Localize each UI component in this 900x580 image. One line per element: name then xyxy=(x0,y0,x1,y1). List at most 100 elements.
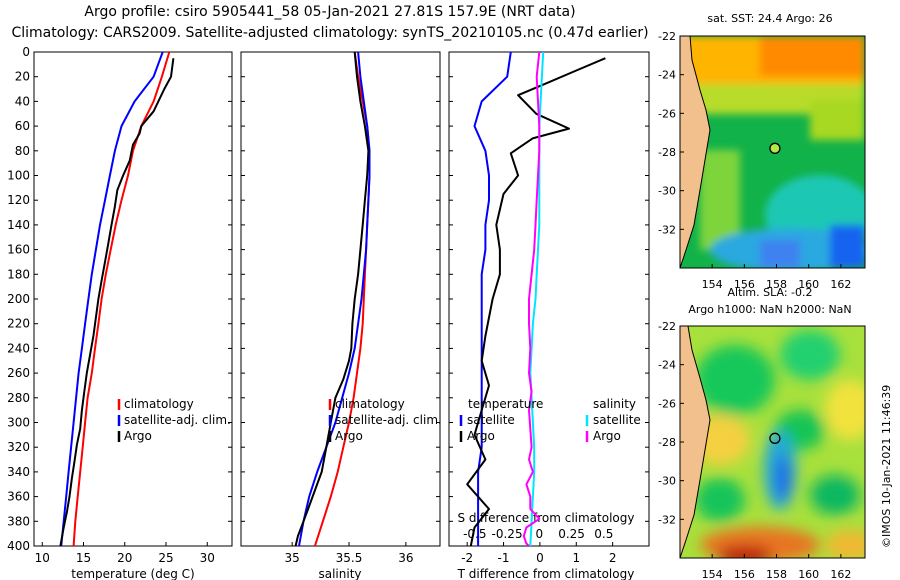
legend-label-satellite: satellite-adj. clim. xyxy=(124,413,231,427)
sla-map xyxy=(680,326,865,558)
legend-label-climatology: climatology xyxy=(335,397,405,411)
map-lat-tick-label: -24 xyxy=(658,69,676,82)
sla-map-subtitle: Argo h1000: NaN h2000: NaN xyxy=(688,303,851,316)
sst-argo-position xyxy=(769,142,781,154)
map-lat-tick-label: -22 xyxy=(658,30,676,43)
depth-tick-label: 180 xyxy=(7,267,30,281)
map-lat-tick-label: -24 xyxy=(658,359,676,372)
legend-label-s-satellite: satellite xyxy=(593,413,641,427)
map-lon-tick-label: 154 xyxy=(702,568,723,580)
salinity-xlabel: salinity xyxy=(318,567,361,580)
map-lat-tick-label: -28 xyxy=(658,146,676,159)
sla-map-title: Altim. SLA: -0.2 xyxy=(727,286,812,299)
map-lat-tick-label: -32 xyxy=(658,513,676,526)
salinity-x-tick-label: 36 xyxy=(398,551,413,565)
temperature-x-tick-label: 25 xyxy=(158,551,173,565)
sla-map-land xyxy=(680,326,711,558)
difference-legend-salinity: salinity satellite Argo xyxy=(585,397,641,443)
temperature-x-tick-label: 15 xyxy=(76,551,91,565)
depth-tick-label: 280 xyxy=(7,391,30,405)
tdiff-x-tick-label: 2 xyxy=(609,551,617,565)
map-lon-tick-label: 158 xyxy=(766,568,787,580)
figure-title-line1: Argo profile: csiro 5905441_58 05-Jan-20… xyxy=(84,4,576,20)
map-lat-tick-label: -26 xyxy=(658,397,676,410)
salinity-panel-frame xyxy=(240,51,441,547)
tdiff-x-tick-label: 1 xyxy=(572,551,580,565)
temperature-panel-frame xyxy=(33,51,233,547)
map-lon-tick-label: 162 xyxy=(830,568,851,580)
depth-tick-label: 100 xyxy=(7,169,30,183)
depth-tick-label: 380 xyxy=(7,514,30,528)
series-line-satellite-adj-clim- xyxy=(60,52,164,546)
depth-tick-label: 300 xyxy=(7,416,30,430)
map-lon-tick-label: 154 xyxy=(702,278,723,291)
series-line-argo xyxy=(294,52,370,546)
salinity-x-tick-label: 35.5 xyxy=(336,551,363,565)
salinity-x-tick-label: 35 xyxy=(285,551,300,565)
sla-map-axes: 154 156 158 160 162 -22 -24 -26 -28 -30 -32 xyxy=(658,320,851,580)
sla-argo-position xyxy=(769,432,781,444)
depth-tick-label: 200 xyxy=(7,292,30,306)
depth-tick-label: 320 xyxy=(7,440,30,454)
temperature-legend: climatology satellite-adj. clim. Argo xyxy=(117,397,231,443)
series-line-temperature-argo xyxy=(466,57,606,546)
depth-tick-label: 340 xyxy=(7,465,30,479)
depth-tick-label: 140 xyxy=(7,218,30,232)
sdiff-x-tick-label: 0 xyxy=(536,527,544,541)
map-lon-tick-label: 156 xyxy=(734,568,755,580)
sst-map xyxy=(680,36,865,268)
temperature-xlabel: temperature (deg C) xyxy=(71,567,194,580)
depth-tick-label: 220 xyxy=(7,317,30,331)
temperature-x-tick-label: 10 xyxy=(35,551,50,565)
legend-label-climatology: climatology xyxy=(124,397,194,411)
map-lat-tick-label: -28 xyxy=(658,436,676,449)
temperature-x-tick-label: 30 xyxy=(200,551,215,565)
sdiff-x-tick-label: 0.25 xyxy=(558,527,585,541)
depth-tick-label: 160 xyxy=(7,243,30,257)
imos-timestamp: ©IMOS 10-Jan-2021 11:46:39 xyxy=(880,384,893,548)
depth-tick-label: 260 xyxy=(7,366,30,380)
legend-label-argo: Argo xyxy=(124,429,152,443)
depth-tick-label: 20 xyxy=(15,70,30,84)
figure-title-line2: Climatology: CARS2009. Satellite-adjuste… xyxy=(11,25,649,41)
legend-title-temperature: temperature xyxy=(468,397,543,411)
tdiff-x-tick-label: -1 xyxy=(498,551,510,565)
depth-axis: 0 20 40 60 80 100 120 140 160 180 200 220 240 260 280 3… xyxy=(7,45,649,553)
map-lat-tick-label: -22 xyxy=(658,320,676,333)
sdiff-x-tick-label: 0.5 xyxy=(594,527,613,541)
depth-tick-label: 60 xyxy=(15,119,30,133)
map-lon-tick-label: 160 xyxy=(798,278,819,291)
depth-tick-label: 120 xyxy=(7,193,30,207)
sdiff-x-tick-label: -0.25 xyxy=(492,527,523,541)
tdiff-x-tick-label: 0 xyxy=(536,551,544,565)
map-lon-tick-label: 156 xyxy=(734,278,755,291)
sst-map-land xyxy=(680,36,711,268)
s-difference-axis-label: S difference from climatology xyxy=(458,511,635,525)
map-lat-tick-label: -32 xyxy=(658,223,676,236)
sst-map-axes: 154 156 158 160 162 -22 -24 -26 -28 -30 -32 xyxy=(658,30,851,291)
series-line-temperature-satellite xyxy=(473,52,512,546)
depth-tick-label: 0 xyxy=(22,45,30,59)
sst-map-title: sat. SST: 24.4 Argo: 26 xyxy=(707,12,832,25)
depth-tick-label: 360 xyxy=(7,490,30,504)
series-line-satellite-adj-clim- xyxy=(298,52,371,546)
map-lat-tick-label: -26 xyxy=(658,107,676,120)
map-lon-tick-label: 158 xyxy=(766,278,787,291)
depth-tick-label: 80 xyxy=(15,144,30,158)
depth-tick-label: 40 xyxy=(15,94,30,108)
x-axes: 10 15 20 25 30 35 35.5 36 -2 -1 0 1 2 -0.5 -0.25 0 0.25 0… xyxy=(35,527,617,565)
salinity-legend: climatology satellite-adj. clim. Argo xyxy=(328,397,442,443)
map-lat-tick-label: -30 xyxy=(658,185,676,198)
legend-label-t-argo: Argo xyxy=(467,429,495,443)
legend-label-t-satellite: satellite xyxy=(467,413,515,427)
map-lon-tick-label: 160 xyxy=(798,568,819,580)
depth-tick-label: 240 xyxy=(7,341,30,355)
legend-label-satellite: satellite-adj. clim. xyxy=(335,413,442,427)
map-lon-tick-label: 162 xyxy=(830,278,851,291)
tdiff-x-tick-label: -2 xyxy=(461,551,473,565)
series-line-argo xyxy=(59,58,175,546)
difference-xlabel: T difference from climatology xyxy=(457,567,635,580)
series-line-salinity-argo xyxy=(522,52,541,546)
temperature-x-tick-label: 20 xyxy=(117,551,132,565)
